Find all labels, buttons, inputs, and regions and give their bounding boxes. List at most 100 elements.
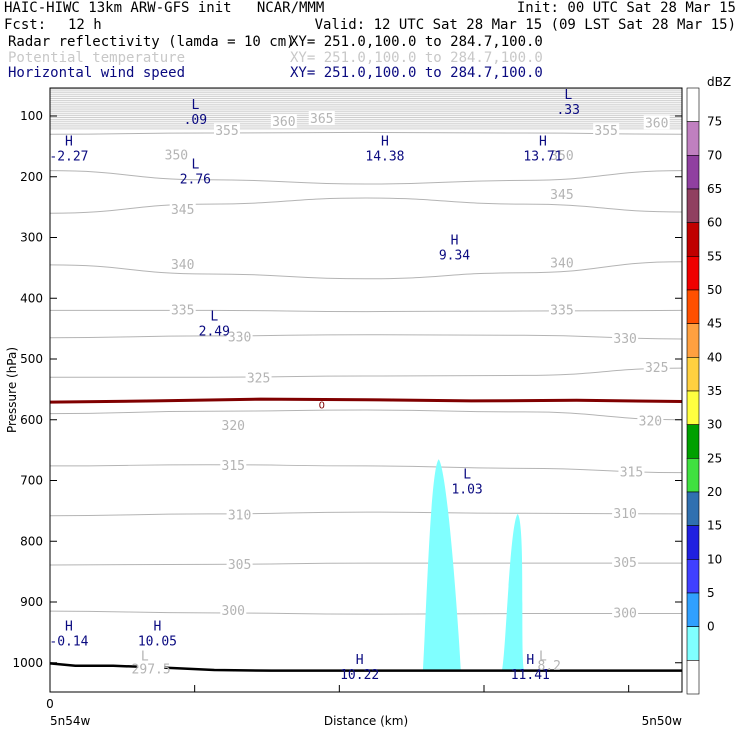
colorbar-level-label: 65 [707,182,722,196]
valid-time: Valid: 12 UTC Sat 28 Mar 15 (09 LST Sat … [314,17,736,33]
theta-label: 320 [222,419,245,434]
colorbar-level-label: 70 [707,148,722,162]
theta-label: 355 [215,124,238,139]
wind-extremum-value: 9.34 [439,249,470,264]
theta-label-bg [226,556,253,571]
y-tick-label: 600 [20,413,43,427]
theta-contour [49,261,683,280]
wind-extremum-type: H [65,619,73,634]
theta-label: 297.5 [132,662,171,677]
theta-label-bg [163,147,190,162]
wind-extremum-value: 10.05 [138,634,177,649]
theta-contour [49,197,683,214]
wind-extremum-type: L [191,98,199,113]
y-axis-title: Pressure (hPa) [5,347,19,433]
theta-contour [49,562,682,566]
x-end-label-left: 5n54w [50,714,91,728]
colorbar-level-label: 55 [707,249,722,263]
colorbar-swatch [686,390,700,425]
wind-extremum-type: H [356,653,364,668]
theta-label-bg [169,302,196,317]
field-name-wind: Horizontal wind speed [8,65,186,81]
theta-label: 365 [310,112,333,127]
wind-extremum-type: H [65,135,73,150]
colorbar-swatch [686,592,700,627]
forecast-hours: 12 h [68,17,102,33]
colorbar-level-label: 30 [707,418,722,432]
theta-label-bg [226,329,253,344]
theta-label: 345 [550,188,573,203]
colorbar-level-label: 60 [707,216,722,230]
y-tick-label: 700 [20,474,43,488]
colorbar-swatch [686,289,700,324]
wind-extremum-value: 13.71 [523,150,562,165]
theta-label-bg [308,111,335,126]
colorbar-level-label: 0 [707,620,715,634]
colorbar-swatch [686,660,700,695]
theta-label-bg [220,417,247,432]
reflectivity-cell-1 [422,459,461,671]
theta-contour [49,409,683,421]
wind-extremum-type: L [564,88,572,103]
theta-label-bg [643,360,670,375]
y-tick-label: 900 [20,595,43,609]
theta-label-bg [612,555,639,570]
freezing-level-label: 0 [319,401,325,412]
theta-label-bg [612,605,639,620]
wind-extremum-value: 1.03 [451,483,482,498]
field-xy-theta: XY= 251.0,100.0 to 284.7,100.0 [290,50,543,66]
colorbar-level-label: 5 [707,586,715,600]
theta-contour [49,131,683,135]
axes: 100 200 300 400 500 600 700 800 900 1000 0 5n54w 5n5… [5,87,683,728]
field-xy-wind: XY= 251.0,100.0 to 284.7,100.0 [290,65,543,81]
colorbar-swatch [686,458,700,493]
wind-extremum-value: .33 [556,103,579,118]
extra-contour-label: L [141,650,149,665]
theta-label-bg [612,505,639,520]
colorbar-level-label: 50 [707,283,722,297]
field-name-theta: Potential temperature [8,50,186,66]
colorbar-level-label: 20 [707,485,722,499]
theta-contour [50,367,683,378]
theta-label: 300 [613,607,636,622]
freezing-level: 0 [49,397,683,412]
theta-contours [49,88,683,615]
theta-label: 350 [165,148,188,163]
theta-label-bg [270,114,297,129]
theta-contour [49,334,683,340]
wind-extremum-type: H [526,653,534,668]
reflectivity-cell-2 [501,513,524,671]
theta-label-bg [618,464,645,479]
theta-label-bg [169,256,196,271]
theta-label: 360 [645,116,668,131]
colorbar-swatch [686,323,700,358]
theta-label: 310 [228,509,251,524]
theta-label-bg [593,123,620,138]
theta-label-bg [643,115,670,130]
theta-label: 305 [228,558,251,573]
y-tick-label: 500 [20,352,43,366]
wind-extremum-type: L [463,468,471,483]
field-xy-reflectivity: XY= 251.0,100.0 to 284.7,100.0 [290,34,543,50]
theta-label: 315 [620,466,643,481]
x-axis-title: Distance (km) [324,714,408,728]
wind-extremum-value: 10.22 [340,668,379,683]
colorbar-swatch [686,491,700,526]
colorbar-level-label: 40 [707,350,722,364]
wind-extremum-value: -2.27 [49,150,88,165]
theta-label: 305 [613,556,636,571]
y-tick-label: 1000 [12,656,43,670]
plot-frame [49,87,683,693]
y-tick-label: 400 [20,291,43,305]
colorbar-swatch [686,87,700,122]
theta-contour [49,511,683,517]
theta-label-bg [213,123,240,138]
theta-label: 330 [228,331,251,346]
colorbar-swatch [686,155,700,190]
colorbar-level-label: 10 [707,552,722,566]
wind-extremum-type: H [381,135,389,150]
theta-label: 360 [272,115,295,130]
theta-label-bg [220,457,247,472]
colorbar-swatch [686,188,700,223]
